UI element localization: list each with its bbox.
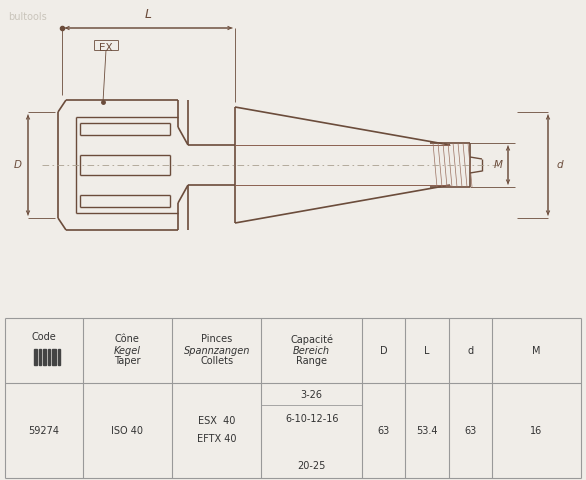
Text: ESX  40: ESX 40 bbox=[198, 417, 236, 427]
Text: EX: EX bbox=[99, 43, 113, 53]
Text: 3-26: 3-26 bbox=[301, 390, 323, 400]
Text: L: L bbox=[424, 346, 430, 356]
Text: d: d bbox=[467, 346, 473, 356]
Text: D: D bbox=[14, 160, 22, 170]
Text: Kegel: Kegel bbox=[114, 346, 141, 356]
Text: Range: Range bbox=[296, 357, 327, 367]
Text: Bereich: Bereich bbox=[293, 346, 331, 356]
Text: 20-25: 20-25 bbox=[298, 461, 326, 471]
Text: M: M bbox=[493, 160, 503, 170]
Bar bbox=[39, 348, 41, 364]
Bar bbox=[43, 348, 46, 364]
Bar bbox=[48, 348, 50, 364]
Text: L: L bbox=[145, 8, 152, 21]
Text: Spannzangen: Spannzangen bbox=[183, 346, 250, 356]
Text: D: D bbox=[380, 346, 387, 356]
Text: ISO 40: ISO 40 bbox=[111, 425, 144, 435]
Text: 16: 16 bbox=[530, 425, 543, 435]
Text: bultools: bultools bbox=[8, 12, 47, 22]
Text: 53.4: 53.4 bbox=[416, 425, 438, 435]
Bar bbox=[52, 348, 56, 364]
Bar bbox=[58, 348, 60, 364]
Text: Taper: Taper bbox=[114, 357, 141, 367]
Text: Capacité: Capacité bbox=[290, 334, 333, 345]
Text: Cône: Cône bbox=[115, 335, 140, 345]
Text: Collets: Collets bbox=[200, 357, 233, 367]
Text: 59274: 59274 bbox=[28, 425, 59, 435]
Text: d: d bbox=[557, 160, 563, 170]
Text: M: M bbox=[532, 346, 541, 356]
Text: Code: Code bbox=[32, 332, 56, 341]
Text: 63: 63 bbox=[464, 425, 476, 435]
Text: 6-10-12-16: 6-10-12-16 bbox=[285, 414, 339, 424]
Bar bbox=[34, 348, 37, 364]
Text: 63: 63 bbox=[377, 425, 390, 435]
Text: EFTX 40: EFTX 40 bbox=[197, 434, 236, 444]
Text: Pinces: Pinces bbox=[201, 335, 232, 345]
